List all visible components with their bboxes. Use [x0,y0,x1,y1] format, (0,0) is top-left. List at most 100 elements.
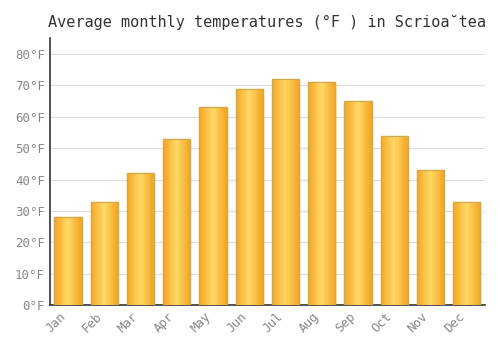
Bar [262,89,263,305]
Bar [94,202,95,305]
Bar [236,89,238,305]
Bar [424,170,425,305]
Bar [347,101,348,305]
Bar [312,82,313,305]
Bar [127,173,154,305]
Bar [79,217,80,305]
Bar [183,139,184,305]
Bar [130,173,132,305]
Bar [430,170,432,305]
Bar [248,89,250,305]
Bar [104,202,105,305]
Bar [180,139,182,305]
Bar [438,170,439,305]
Bar [399,136,400,305]
Bar [281,79,282,305]
Bar [425,170,426,305]
Bar [70,217,72,305]
Bar [326,82,328,305]
Bar [127,173,128,305]
Bar [54,217,56,305]
Bar [57,217,58,305]
Bar [182,139,183,305]
Bar [147,173,148,305]
Bar [392,136,394,305]
Bar [279,79,280,305]
Bar [54,217,82,305]
Bar [80,217,82,305]
Bar [218,107,220,305]
Bar [352,101,354,305]
Bar [435,170,436,305]
Bar [406,136,407,305]
Bar [440,170,442,305]
Bar [214,107,215,305]
Bar [272,79,299,305]
Bar [66,217,67,305]
Bar [428,170,429,305]
Bar [454,202,480,305]
Bar [100,202,102,305]
Bar [417,170,418,305]
Bar [367,101,368,305]
Bar [273,79,274,305]
Bar [442,170,444,305]
Bar [332,82,334,305]
Bar [112,202,114,305]
Bar [311,82,312,305]
Bar [212,107,213,305]
Bar [164,139,165,305]
Bar [344,101,346,305]
Bar [476,202,477,305]
Bar [205,107,206,305]
Bar [260,89,261,305]
Bar [292,79,293,305]
Bar [250,89,251,305]
Bar [296,79,298,305]
Bar [99,202,100,305]
Bar [359,101,360,305]
Bar [134,173,135,305]
Bar [172,139,173,305]
Bar [116,202,117,305]
Bar [322,82,324,305]
Bar [78,217,79,305]
Bar [321,82,322,305]
Bar [203,107,204,305]
Bar [168,139,170,305]
Bar [117,202,118,305]
Bar [135,173,136,305]
Bar [96,202,97,305]
Bar [243,89,244,305]
Bar [396,136,397,305]
Bar [382,136,384,305]
Bar [282,79,283,305]
Bar [115,202,116,305]
Bar [225,107,226,305]
Bar [211,107,212,305]
Bar [114,202,115,305]
Bar [387,136,388,305]
Bar [309,82,310,305]
Bar [366,101,367,305]
Bar [361,101,362,305]
Bar [106,202,107,305]
Bar [92,202,94,305]
Bar [290,79,291,305]
Bar [236,89,263,305]
Bar [369,101,370,305]
Bar [404,136,405,305]
Bar [241,89,242,305]
Bar [148,173,150,305]
Bar [58,217,59,305]
Bar [289,79,290,305]
Bar [329,82,330,305]
Bar [258,89,260,305]
Bar [90,202,92,305]
Bar [102,202,104,305]
Bar [384,136,386,305]
Bar [254,89,256,305]
Bar [165,139,166,305]
Bar [152,173,153,305]
Bar [286,79,288,305]
